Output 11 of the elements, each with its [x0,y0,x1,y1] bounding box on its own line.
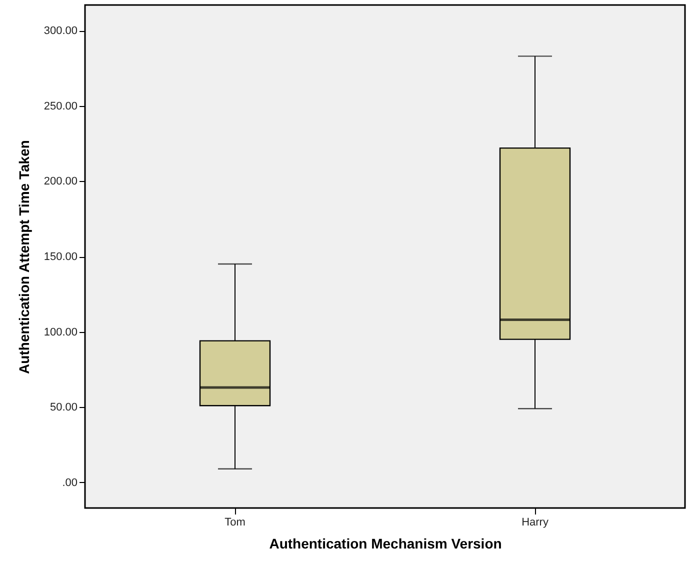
y-tick-label: 300.00 [44,25,78,38]
y-tick-label: 150.00 [44,251,78,263]
y-tick-label: 50.00 [50,402,78,414]
x-tick-label: Harry [522,516,549,528]
x-tick-label: Tom [224,516,246,528]
y-tick-label: 250.00 [44,100,78,112]
y-axis-title: Authentication Attempt Time Taken [16,140,32,374]
y-tick-label: 100.00 [44,326,78,338]
x-axis-title: Authentication Mechanism Version [269,536,502,552]
y-tick-label: 200.00 [44,176,78,188]
y-tick-label: .00 [62,476,78,489]
